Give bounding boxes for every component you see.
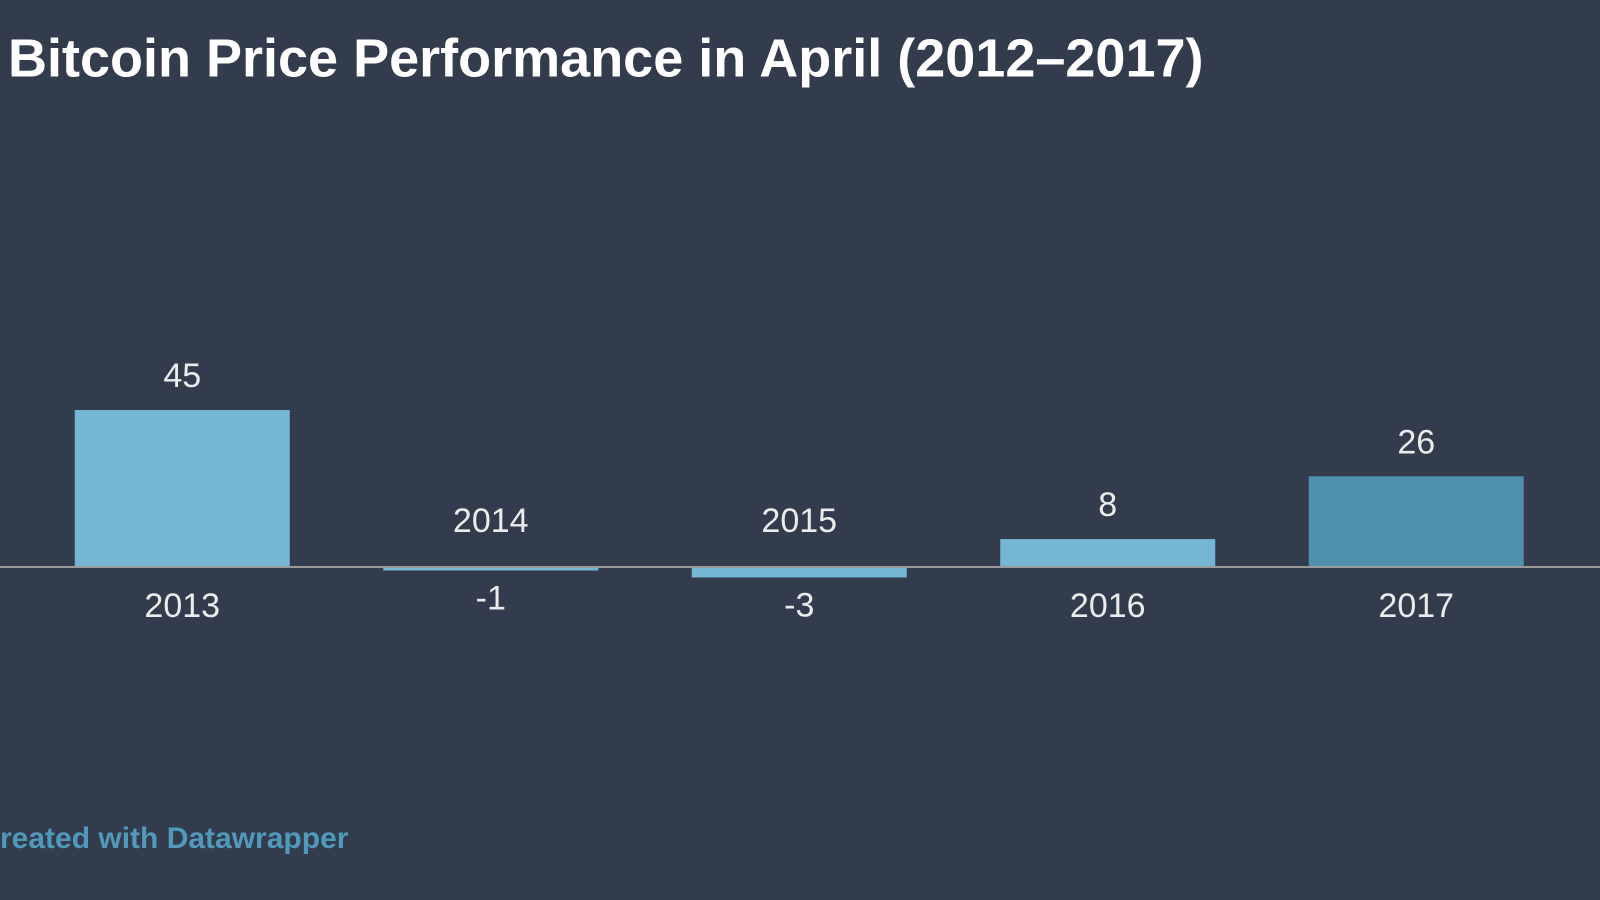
value-label: -3: [784, 586, 814, 624]
x-tick-label: 2013: [144, 587, 220, 625]
bar: [1308, 476, 1524, 567]
value-label: 26: [1397, 423, 1435, 461]
x-tick-label: 2014: [453, 502, 529, 540]
bar: [1000, 539, 1216, 567]
bar: [691, 567, 907, 578]
value-label: 8: [1098, 486, 1117, 524]
x-tick-label: 2015: [761, 502, 837, 540]
chart-title: Bitcoin Price Performance in April (2012…: [8, 28, 1204, 88]
value-label: 45: [163, 357, 201, 395]
bar: [74, 410, 290, 567]
footer: reated with Datawrapper: [0, 822, 349, 855]
x-tick-label: 2016: [1070, 587, 1146, 625]
bar: [383, 567, 599, 571]
value-label: -1: [476, 579, 506, 617]
x-tick-label: 2017: [1378, 587, 1454, 625]
